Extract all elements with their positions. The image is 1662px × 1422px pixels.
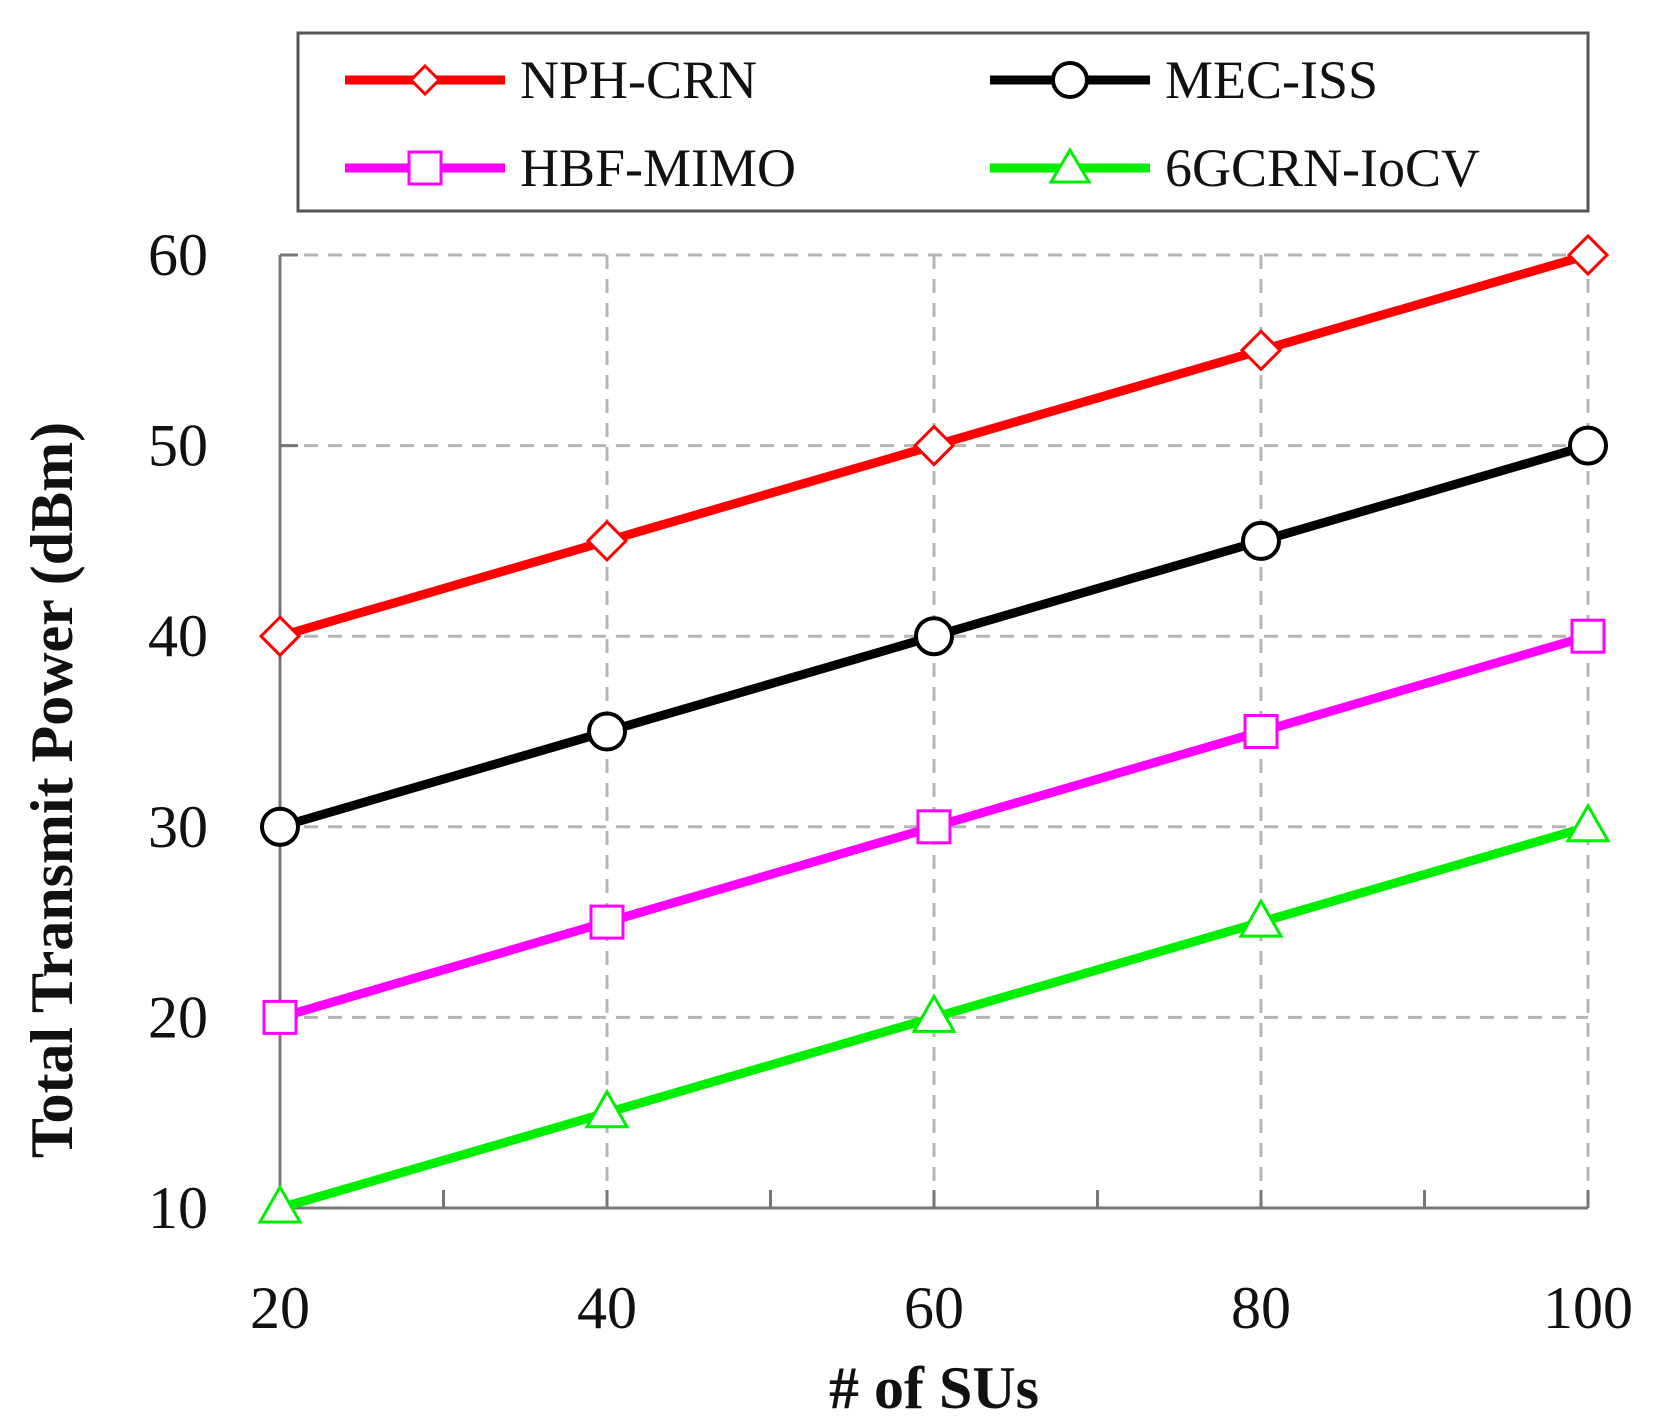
x-tick-label: 60 <box>904 1275 964 1341</box>
gridlines <box>280 253 1590 1208</box>
x-tick-label: 100 <box>1543 1275 1633 1341</box>
y-axis-title: Total Transmit Power (dBm) <box>19 422 85 1158</box>
data-point-triangle <box>911 993 957 1033</box>
data-point-circle <box>1241 520 1281 561</box>
axes <box>278 253 1590 1210</box>
data-point-diamond <box>585 519 629 563</box>
series <box>257 233 1611 1224</box>
data-point-diamond <box>258 615 302 658</box>
legend-item-mec-iss: MEC-ISS <box>990 50 1378 110</box>
legend-label: 6GCRN-IoCV <box>1165 138 1480 198</box>
y-tick-label: 10 <box>148 1175 208 1241</box>
data-point-triangle <box>1238 898 1284 938</box>
legend-item-6gcrn-iocv: 6GCRN-IoCV <box>990 138 1480 198</box>
legend-label: HBF-MIMO <box>520 138 796 198</box>
legend-label: MEC-ISS <box>1165 50 1378 110</box>
legend: NPH-CRN MEC-ISS HBF-MIMO 6GCRN-IoCV <box>296 31 1590 213</box>
data-point-square <box>1243 714 1279 749</box>
data-point-square <box>262 999 298 1035</box>
y-tick-label: 40 <box>148 603 208 669</box>
legend-item-hbf-mimo: HBF-MIMO <box>345 138 796 198</box>
x-axis-title: # of SUs <box>829 1355 1039 1421</box>
data-point-triangle <box>257 1183 303 1224</box>
data-point-circle <box>914 616 954 657</box>
legend-diamond-marker <box>408 63 442 97</box>
x-tick-label: 80 <box>1231 1275 1291 1341</box>
data-point-square <box>589 904 625 940</box>
legend-frame <box>296 31 1590 213</box>
data-point-circle <box>587 711 627 752</box>
legend-triangle-marker <box>1048 147 1092 184</box>
legend-circle-marker <box>1051 61 1089 99</box>
x-tick-label: 20 <box>250 1275 310 1341</box>
data-point-circle <box>260 806 300 847</box>
data-point-triangle <box>1565 802 1611 843</box>
y-tick-label: 60 <box>148 222 208 288</box>
legend-square-marker <box>407 150 443 186</box>
data-point-square <box>1570 618 1606 654</box>
data-point-circle <box>1568 425 1608 466</box>
legend-item-nph-crn: NPH-CRN <box>345 50 757 110</box>
data-point-diamond <box>1239 329 1283 372</box>
data-point-diamond <box>1566 233 1610 277</box>
data-point-triangle <box>584 1088 630 1129</box>
y-tick-label: 20 <box>148 984 208 1050</box>
tick-labels: 20 40 60 80 100 10 20 30 40 50 60 <box>148 222 1633 1341</box>
y-tick-label: 30 <box>148 794 208 860</box>
x-tick-label: 40 <box>577 1275 637 1341</box>
legend-label: NPH-CRN <box>520 50 757 110</box>
y-tick-label: 50 <box>148 413 208 479</box>
data-point-square <box>916 809 952 845</box>
data-point-diamond <box>912 424 956 467</box>
